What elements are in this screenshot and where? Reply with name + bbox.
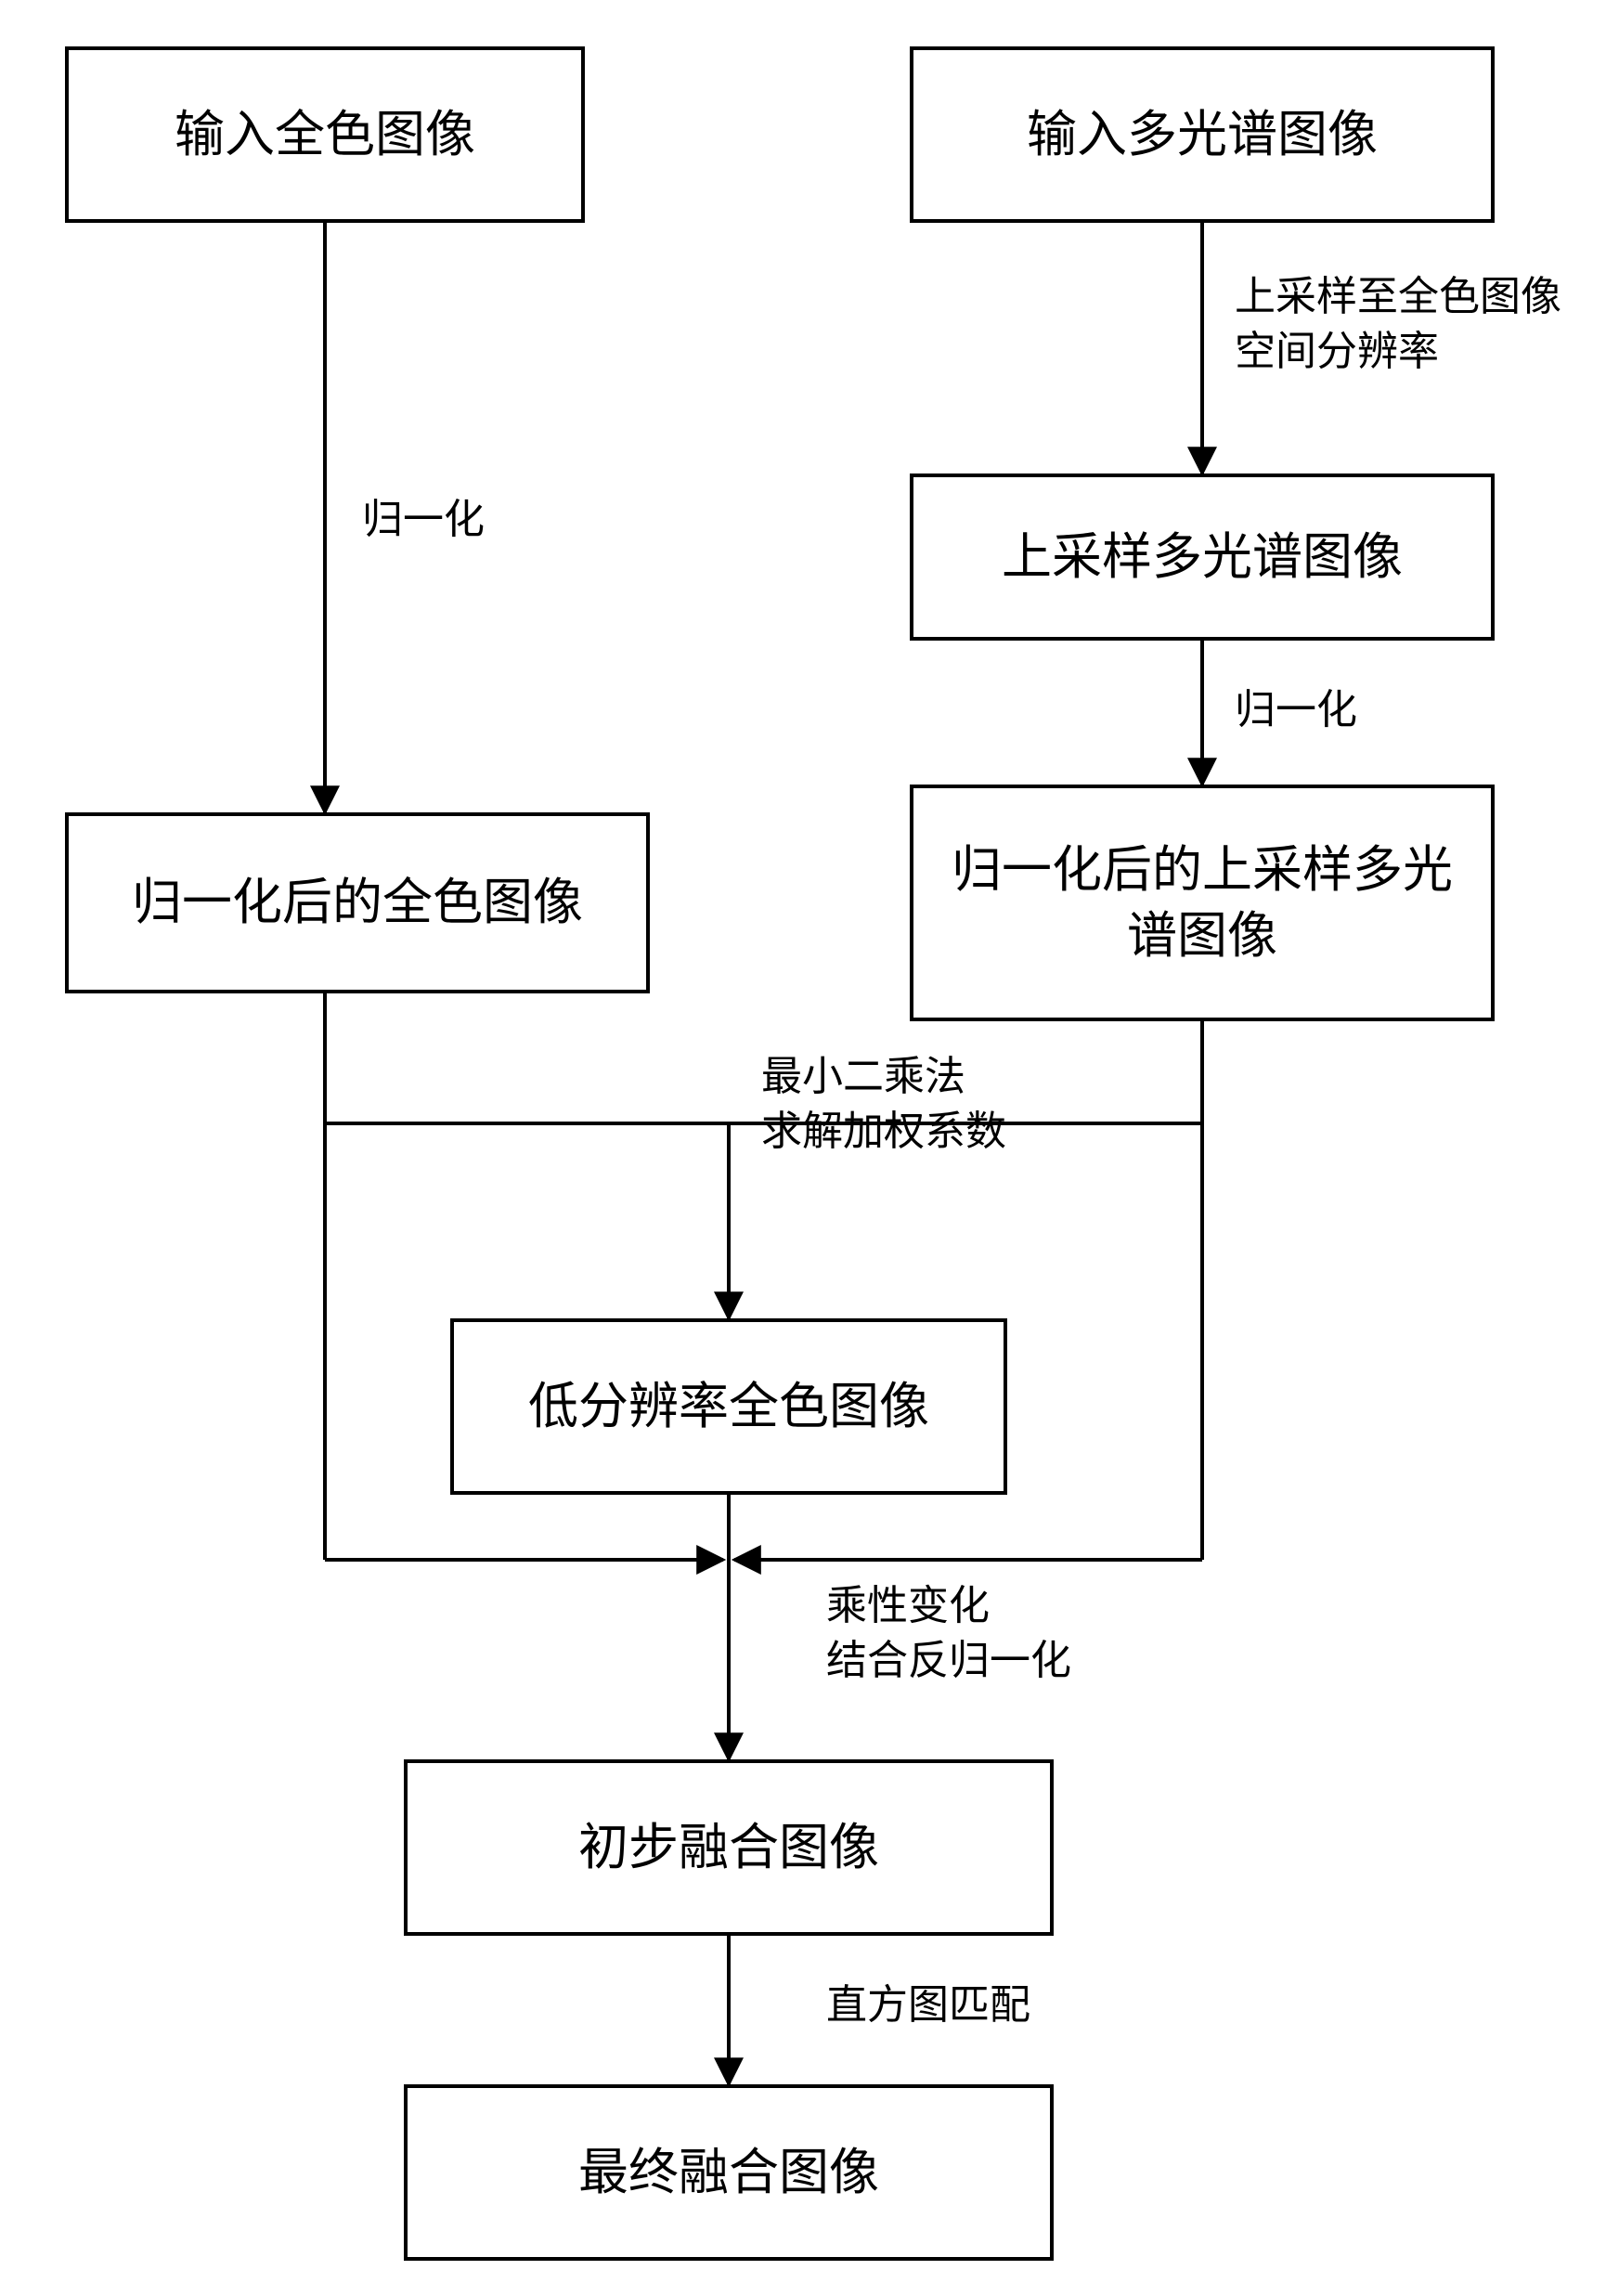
flowchart-node-label: 归一化后的全色图像 <box>132 870 583 935</box>
flowchart-node-n7: 初步融合图像 <box>404 1759 1054 1936</box>
flowchart-node-label: 最终融合图像 <box>578 2140 879 2205</box>
flowchart-node-label: 输入全色图像 <box>175 102 475 167</box>
flowchart-edge-label: 直方图匹配 <box>826 1978 1030 2032</box>
flowchart-edge-label: 乘性变化结合反归一化 <box>826 1578 1071 1689</box>
flowchart-node-label: 上采样多光谱图像 <box>1002 525 1403 590</box>
flowchart-node-n8: 最终融合图像 <box>404 2084 1054 2261</box>
flowchart-node-label: 归一化后的上采样多光谱图像 <box>952 837 1453 967</box>
flowchart-node-n6: 低分辨率全色图像 <box>450 1318 1007 1495</box>
flowchart-edge-label: 最小二乘法求解加权系数 <box>761 1049 1006 1160</box>
flowchart-node-label: 低分辨率全色图像 <box>528 1374 929 1439</box>
flowchart-edge-label: 归一化 <box>1235 682 1357 737</box>
flowchart-node-label: 输入多光谱图像 <box>1027 102 1378 167</box>
flowchart-node-n5: 归一化后的上采样多光谱图像 <box>910 785 1495 1021</box>
flowchart-edge-label: 上采样至全色图像空间分辨率 <box>1235 269 1561 380</box>
flowchart-node-n2: 输入多光谱图像 <box>910 46 1495 223</box>
flowchart-node-label: 初步融合图像 <box>578 1815 879 1880</box>
flowchart-node-n1: 输入全色图像 <box>65 46 585 223</box>
flowchart-node-n4: 归一化后的全色图像 <box>65 812 650 993</box>
flowchart-node-n3: 上采样多光谱图像 <box>910 473 1495 641</box>
flowchart-edge-label: 归一化 <box>362 492 485 547</box>
